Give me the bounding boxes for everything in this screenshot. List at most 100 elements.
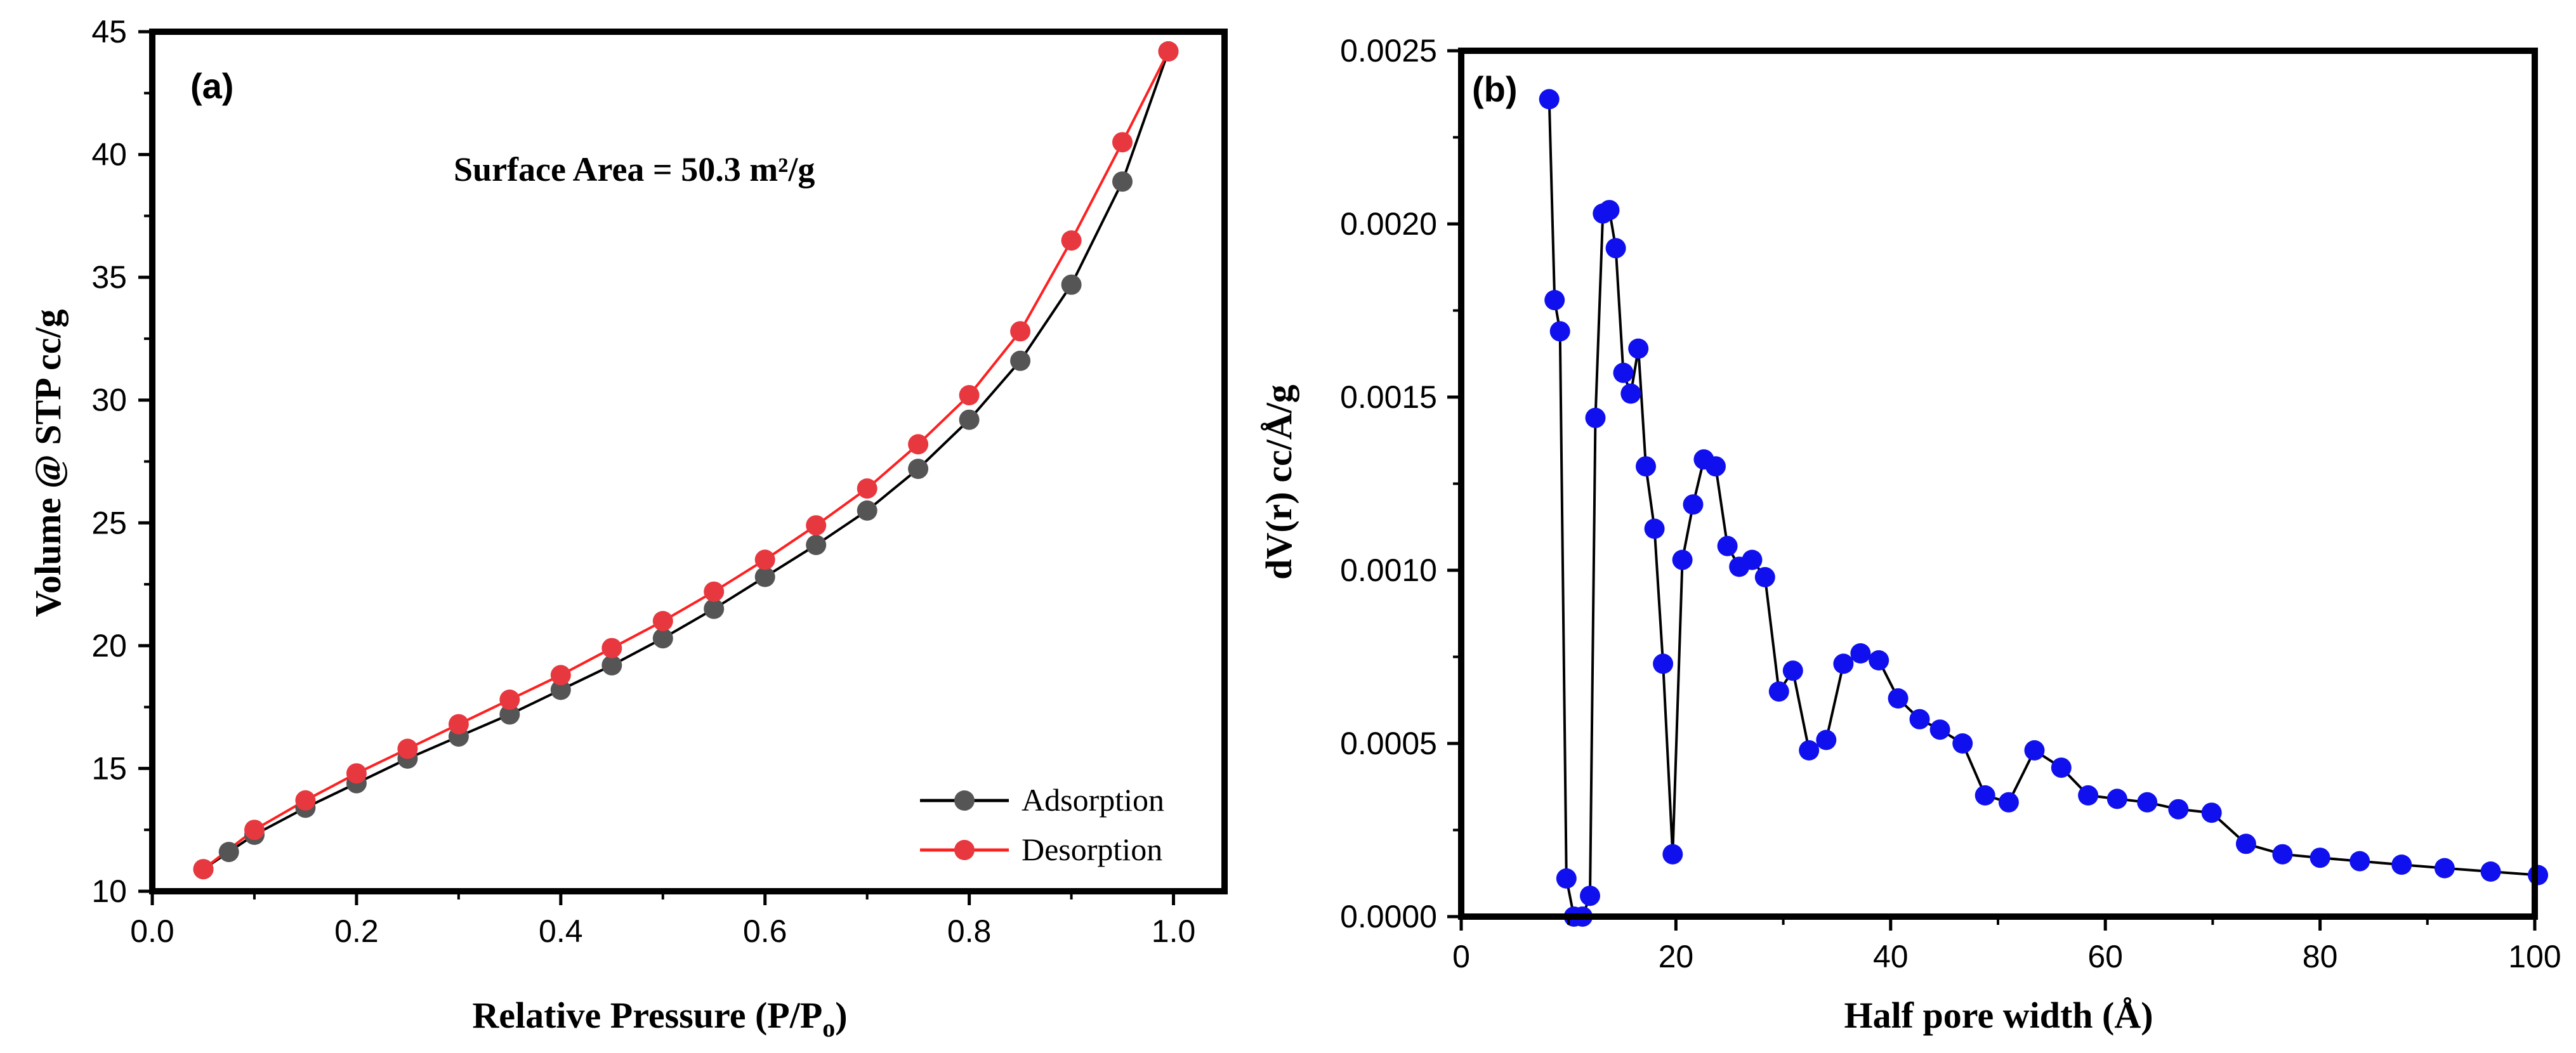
panel-b-series-1-point [1662, 844, 1683, 865]
panel-b-series-1-point [1952, 733, 1973, 754]
panel-a-y-tick-label: 35 [91, 259, 127, 295]
panel-b-series-1-point [1929, 719, 1950, 740]
panel-a-series-1-point [218, 842, 239, 863]
panel-b-series-1-point [1544, 290, 1565, 311]
panel-b-series-1-point [1754, 566, 1775, 587]
panel-b-series-1-point [1628, 338, 1649, 359]
panel-b-y-tick-label: 0.0015 [1340, 379, 1437, 415]
legend-adsorption-marker [954, 790, 975, 811]
panel-a-x-tick-label: 0.2 [334, 913, 379, 949]
panel-b-series-1-point [1605, 238, 1626, 259]
panel-a-series-2-point [1061, 230, 1082, 251]
panel-a-series-1-point [601, 655, 622, 676]
panel-b-series-1-point [1888, 688, 1909, 709]
panel-b-y-axis-title: dV(r) cc/Å/g [1258, 384, 1299, 580]
panel-b-series-1-point [2480, 861, 2501, 882]
panel-b-x-axis-title: Half pore width (Å) [1844, 995, 2153, 1036]
panel-b-series-1-point [1620, 383, 1641, 404]
panel-a-y-tick-label: 20 [91, 628, 127, 664]
panel-a-series-1-point [754, 566, 775, 587]
panel-b-series-1-point [1672, 549, 1693, 570]
panel-b-series-1-point [2051, 757, 2072, 778]
panel-a-series-2-point [295, 790, 316, 811]
legend-desorption-marker [954, 840, 975, 860]
panel-a-series-2-point [652, 611, 673, 632]
panel-a-x-tick-label: 0.8 [947, 913, 992, 949]
panel-a-y-tick-label: 25 [91, 505, 127, 540]
panel-a-legend: Adsorption Desorption [920, 782, 1164, 867]
panel-a-series-2-point [499, 690, 520, 710]
panel-b-plot-frame [1458, 48, 2538, 920]
panel-b-series-1-point [1644, 518, 1665, 539]
panel-b-x-tick-label: 20 [1659, 939, 1694, 974]
panel-a-series-1-point [908, 459, 929, 480]
panel-b-y-tick-label: 0.0025 [1340, 33, 1437, 69]
panel-a-series-1-point [806, 535, 827, 556]
panel-b-label: (b) [1472, 69, 1518, 109]
panel-a-series-1-point [1061, 274, 1082, 295]
panel-a-series-2-point [754, 549, 775, 570]
panel-b-y-tick-label: 0.0020 [1340, 206, 1437, 242]
panel-b-series-1-point [2310, 847, 2330, 868]
panel-b-series-1-point [1585, 407, 1606, 428]
panel-b-series-1-point [2272, 844, 2293, 865]
panel-a-x-axis-title-subscript: o [822, 1014, 835, 1042]
panel-b-series-1-point [1556, 868, 1577, 889]
panel-b-series-1-point [1742, 549, 1763, 570]
panel-a-series-1-point [857, 500, 877, 521]
panel-a-series-1-point [1010, 350, 1031, 371]
panel-a-series-2-point [193, 859, 214, 880]
panel-a-y-tick-label: 40 [91, 137, 127, 173]
panel-b-series-1-point [1833, 653, 1854, 674]
panel-a-series-2-point [1158, 41, 1179, 62]
panel-b-series-1-point [1636, 456, 1656, 477]
panel-a-series-2-point [448, 714, 469, 735]
panel-b-series-1-point [1782, 660, 1803, 681]
panel-b-x-tick-label: 80 [2303, 939, 2338, 974]
panel-b-y-tick-label: 0.0000 [1340, 899, 1437, 934]
panel-b-series-1-point [1816, 729, 1837, 750]
panel-a-series-2-point [346, 763, 367, 784]
legend-adsorption-label: Adsorption [1022, 782, 1164, 818]
panel-a-series-1-point [704, 598, 725, 619]
panel-a-x-axis-title: Relative Pressure (P/Po) [472, 995, 847, 1042]
panel-a-series-1-point [959, 409, 980, 430]
panel-a-series-2-point [704, 581, 725, 602]
panel-b-series-1-point [2078, 785, 2099, 806]
panel-a-series-2-point [857, 478, 877, 499]
panel-a-x-tick-label: 1.0 [1152, 913, 1196, 949]
panel-a-series-1-point [652, 628, 673, 649]
panel-a-series-2-point [601, 638, 622, 658]
panel-b-series-1-point [1599, 200, 1620, 221]
panel-b-series-1-point [1799, 740, 1820, 761]
panel-a-series-1-point [1112, 171, 1133, 192]
panel-b-series-1-point [1683, 494, 1704, 515]
panel-b-series-1-point [1869, 650, 1889, 670]
panel-a-series-2-point [908, 434, 929, 455]
panel-b-series-1-point [1850, 643, 1871, 664]
panel-b-pore-distribution-chart: 0 20 40 60 80 100 0.0000 0.0005 0.0010 0.0015 0.00… [1258, 33, 2561, 1036]
panel-a-series-2-point [806, 515, 827, 536]
panel-b-series-1-point [2137, 792, 2158, 813]
panel-b-series-1-point [1768, 681, 1789, 702]
panel-a-series-1-point [550, 679, 571, 700]
panel-a-series-2-point [1010, 321, 1031, 342]
panel-b-y-tick-label: 0.0010 [1340, 553, 1437, 588]
panel-b-series-1-point [1705, 456, 1726, 477]
panel-a-y-tick-label: 15 [91, 750, 127, 786]
panel-a-x-tick-label: 0.4 [539, 913, 583, 949]
panel-b-series-1-point [1613, 362, 1634, 383]
panel-a-series-1-point [499, 704, 520, 725]
panel-b-series-1-point [1909, 709, 1930, 729]
panel-a-y-tick-label: 10 [91, 873, 127, 909]
panel-b-x-tick-label: 60 [2087, 939, 2123, 974]
panel-b-series-1-point [2106, 788, 2127, 809]
panel-b-series-1-point [1580, 886, 1600, 906]
legend-desorption-label: Desorption [1022, 832, 1162, 867]
surface-area-annotation: Surface Area = 50.3 m²/g [454, 150, 815, 188]
panel-a-series-2-point [1112, 132, 1133, 153]
panel-b-series-1-point [2168, 799, 2189, 820]
panel-b-x-tick-label: 40 [1873, 939, 1909, 974]
panel-b-series-1-point [2201, 802, 2222, 823]
